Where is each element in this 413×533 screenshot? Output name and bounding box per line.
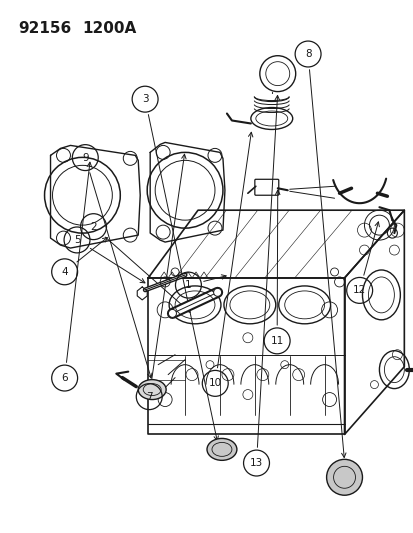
Text: 13: 13 [249,458,263,468]
Text: 4: 4 [61,267,68,277]
Circle shape [168,310,176,317]
Text: 3: 3 [142,94,148,104]
Text: 11: 11 [270,336,283,346]
Text: 6: 6 [61,373,68,383]
Circle shape [213,288,221,296]
Text: 2: 2 [90,222,97,232]
Text: 5: 5 [74,235,80,245]
Circle shape [326,459,362,495]
Ellipse shape [206,439,236,461]
Text: 9: 9 [82,152,88,163]
Text: 1: 1 [185,280,191,290]
Text: 12: 12 [352,285,366,295]
Ellipse shape [138,379,166,400]
Text: 1200A: 1200A [82,21,136,36]
Text: 7: 7 [145,392,152,402]
Text: 8: 8 [304,49,311,59]
Text: 10: 10 [208,378,221,389]
Text: 92156: 92156 [19,21,72,36]
